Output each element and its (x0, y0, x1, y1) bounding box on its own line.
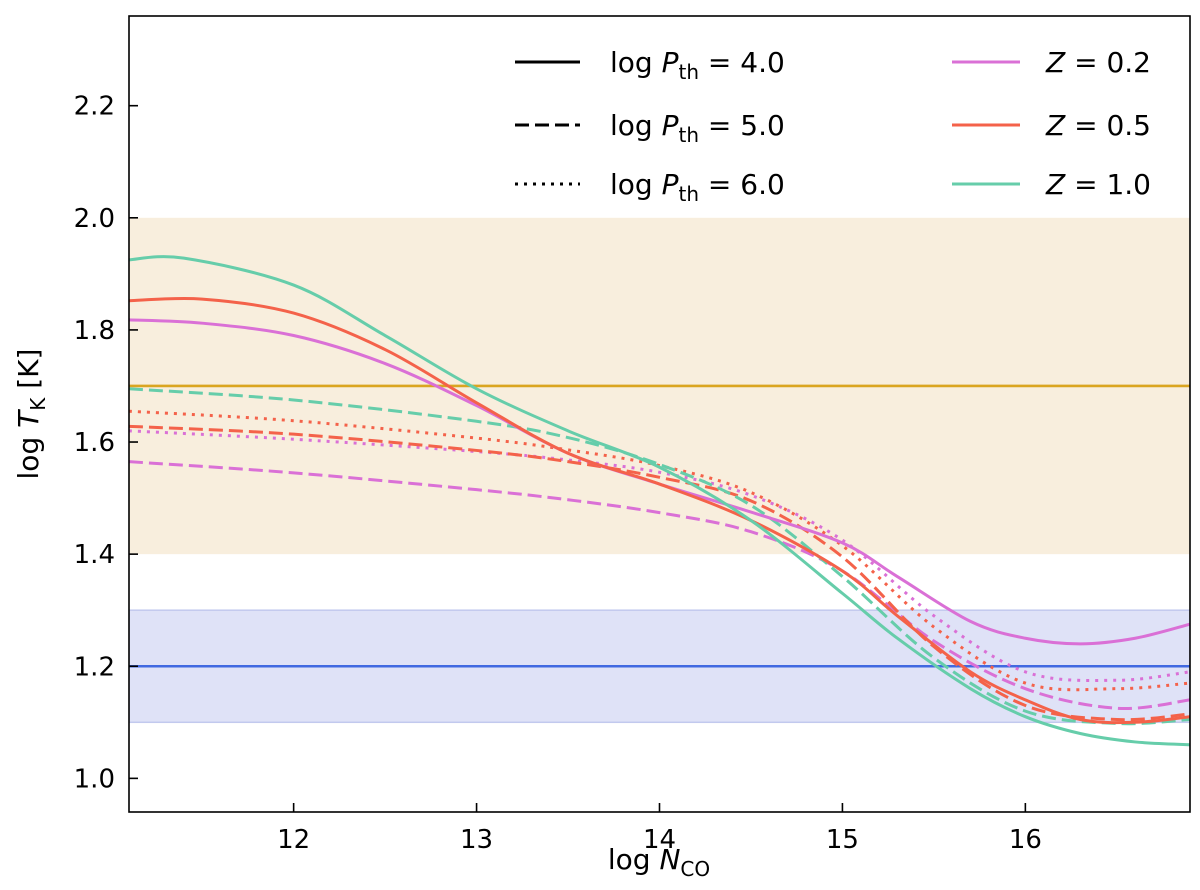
legend-label-pth-solid: log Pth = 4.0 (610, 46, 785, 84)
x-tick-label: 13 (460, 825, 493, 855)
x-tick-label: 14 (643, 825, 676, 855)
curve-z02-p40-solid (129, 318, 1190, 646)
y-axis-ticks: 1.0 1.2 1.4 1.6 1.8 2.0 2.2 (74, 92, 138, 794)
y-tick-label: 1.2 (74, 652, 115, 682)
y-tick-label: 1.0 (74, 764, 115, 794)
curve-z02-p60-dotted (129, 429, 1190, 682)
curve-z05-p50-dashed (129, 424, 1190, 722)
reference-lines (129, 384, 1190, 668)
y-tick-label: 1.8 (74, 316, 115, 346)
curve-z05-p40-solid (129, 296, 1190, 725)
curve-z02-p50-dashed (129, 460, 1190, 711)
x-tick-label: 15 (826, 825, 859, 855)
y-tick-label: 2.0 (74, 204, 115, 234)
curve-z10-p40-solid (129, 255, 1190, 747)
legend-label-z-0: Z = 0.2 (1045, 46, 1151, 79)
x-tick-label: 12 (277, 825, 310, 855)
legend-label-pth-dashed: log Pth = 5.0 (610, 109, 785, 147)
y-tick-label: 1.6 (74, 428, 115, 458)
shaded-bands (129, 217, 1190, 724)
data-curves (129, 255, 1190, 747)
x-axis-label: log NCO (608, 843, 710, 881)
legend: log Pth = 4.0 log Pth = 5.0 log Pth = 6.0 Z… (515, 46, 1151, 206)
x-axis-ticks: 12 13 14 15 16 (277, 803, 1042, 855)
x-tick-label: 16 (1009, 825, 1042, 855)
y-axis-label: log TK [K] (12, 349, 50, 480)
curve-z10-p50-dashed (129, 387, 1190, 726)
legend-label-pth-dotted: log Pth = 6.0 (610, 168, 785, 206)
legend-label-z-1: Z = 0.5 (1045, 109, 1151, 142)
legend-label-z-2: Z = 1.0 (1045, 168, 1151, 201)
y-tick-label: 1.4 (74, 540, 115, 570)
y-tick-label: 2.2 (74, 92, 115, 122)
